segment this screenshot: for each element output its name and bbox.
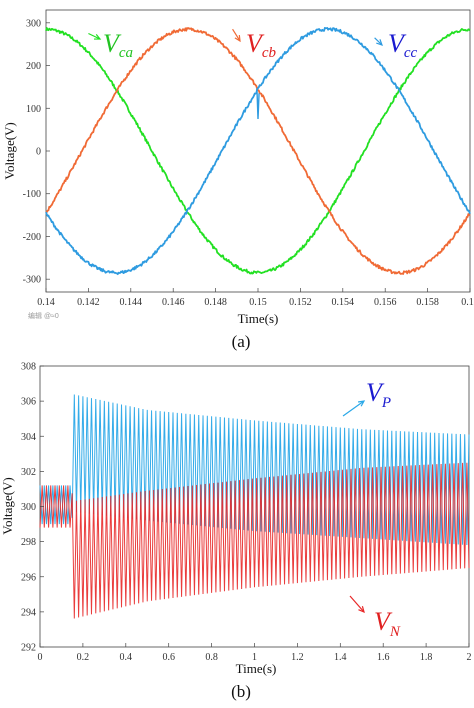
- chart-b-arrow-N: [349, 595, 365, 613]
- chart-b-xtick-label: 0.2: [77, 652, 90, 663]
- chart-a-watermark: 编辑 @≈0: [28, 311, 59, 320]
- chart-b-ytick-label: 298: [21, 537, 36, 548]
- chart-a-frame: [45, 9, 471, 293]
- chart-a-ytick-label: 100: [26, 104, 41, 115]
- chart-a-arrowhead-ca: [93, 33, 102, 40]
- chart-a-xtick-label: 0.15: [249, 297, 267, 308]
- chart-a-series-cb: [45, 27, 471, 275]
- chart-a-caption: (a): [232, 332, 251, 351]
- chart-b-caption: (b): [231, 682, 251, 701]
- chart-a-series-cc: [45, 27, 471, 276]
- chart-a-ylabel: Voltage(V): [2, 122, 17, 180]
- chart-b: 0 0.2 0.4 0.6 0.8 1 1.2 1.4 1.6 1.8 2 292 294 296 298…: [0, 362, 472, 702]
- chart-a-ytick-label: -300: [23, 275, 41, 286]
- chart-b-xlabel: Time(s): [236, 661, 277, 676]
- chart-a-xtick-label: 0.148: [204, 297, 227, 308]
- chart-a-xtick-label: 0.142: [77, 297, 100, 308]
- chart-b-ylabel: Voltage(V): [0, 477, 15, 535]
- chart-a-ytick-label: -200: [23, 232, 41, 243]
- chart-a-arrowhead-cc: [376, 39, 383, 46]
- chart-a-ytick-label: 0: [36, 147, 41, 158]
- chart-b-ytick-label: 308: [21, 362, 36, 373]
- chart-b-xtick-label: 0.8: [205, 652, 218, 663]
- chart-b-legend-label-P: VP: [366, 378, 391, 411]
- chart-b-ytick-label: 306: [21, 397, 36, 408]
- chart-b-ytick-label: 300: [21, 502, 36, 513]
- chart-b-ytick-label: 304: [21, 432, 36, 443]
- chart-a-arrow-ca: [88, 32, 101, 40]
- chart-a-xtick-label: 0.152: [289, 297, 312, 308]
- chart-a-xtick-label: 0.16: [461, 297, 474, 308]
- chart-a-xtick-label: 0.146: [162, 297, 185, 308]
- chart-a-ytick-label: 200: [26, 61, 41, 72]
- chart-a-legend-label-ca: Vca: [103, 29, 133, 61]
- chart-a-xtick-label: 0.144: [120, 297, 143, 308]
- chart-b-xtick-label: 1.8: [420, 652, 433, 663]
- chart-b-ytick-label: 302: [21, 467, 36, 478]
- chart-a-xlabel: Time(s): [238, 311, 279, 326]
- chart-b-arrow-P: [342, 400, 365, 417]
- chart-b-xtick-label: 1.4: [334, 652, 347, 663]
- chart-a-legend-label-cb: Vcb: [246, 29, 277, 61]
- chart-b-xtick-label: 0.6: [162, 652, 175, 663]
- chart-b-xtick-label: 0: [38, 652, 43, 663]
- chart-b-ytick-label: 292: [21, 643, 36, 654]
- chart-b-series-N: [39, 462, 470, 619]
- chart-b-arrowhead-P: [357, 400, 366, 407]
- chart-a-arrow-cb: [232, 28, 241, 42]
- chart-b-legend-label-N: VN: [374, 607, 401, 640]
- chart-b-xtick-label: 1.6: [377, 652, 390, 663]
- chart-a: 0.14 0.142 0.144 0.146 0.148 0.15 0.152 0.154 0.…: [2, 9, 474, 351]
- chart-a-legend-label-cc: Vcc: [388, 29, 418, 61]
- chart-a-disturbance: [256, 88, 260, 119]
- chart-b-xtick-label: 0.4: [120, 652, 133, 663]
- chart-b-xtick-label: 1.2: [291, 652, 304, 663]
- chart-a-xtick-label: 0.154: [332, 297, 355, 308]
- chart-a-arrow-cc: [374, 37, 383, 46]
- chart-a-ytick-label: -100: [23, 189, 41, 200]
- chart-b-ytick-label: 294: [21, 607, 36, 618]
- chart-b-ytick-label: 296: [21, 572, 36, 583]
- chart-b-arrowhead-N: [358, 606, 365, 614]
- chart-b-xtick-label: 1: [252, 652, 257, 663]
- chart-a-xtick-label: 0.156: [374, 297, 397, 308]
- chart-a-arrowhead-cb: [234, 34, 241, 43]
- chart-a-xtick-label: 0.158: [416, 297, 439, 308]
- chart-a-xtick-label: 0.14: [37, 297, 55, 308]
- chart-b-xtick-label: 2: [467, 652, 472, 663]
- chart-a-ytick-label: 300: [26, 18, 41, 29]
